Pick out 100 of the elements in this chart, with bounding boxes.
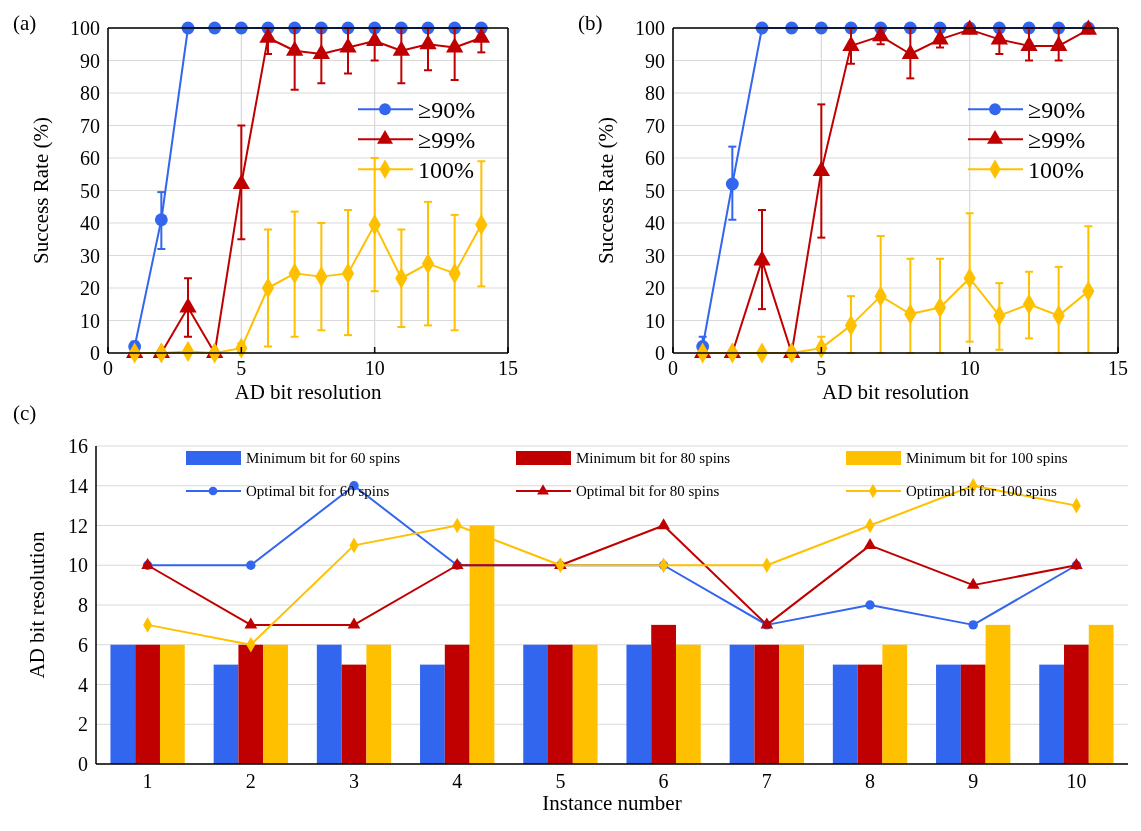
x-tick-label: 5 xyxy=(555,770,566,792)
text: (a) xyxy=(13,11,37,35)
bar xyxy=(366,644,392,764)
bar xyxy=(936,664,961,764)
bar xyxy=(729,644,755,764)
y-tick-label: 10 xyxy=(68,554,88,577)
y-tick-label: 0 xyxy=(655,342,665,364)
legend-label: Minimum bit for 80 spins xyxy=(576,450,731,467)
y-tick-label: 70 xyxy=(645,114,665,137)
point xyxy=(966,577,980,589)
bar xyxy=(110,644,136,764)
legend-label: 100% xyxy=(418,156,474,183)
y-tick-label: 10 xyxy=(645,309,665,332)
y-tick-label: 100 xyxy=(635,17,665,39)
bar xyxy=(135,644,160,764)
x-tick-label: 10 xyxy=(1066,770,1087,792)
x-tick-label: 8 xyxy=(865,770,875,792)
y-tick-label: 20 xyxy=(80,277,100,299)
y-tick-label: 12 xyxy=(68,514,88,537)
point xyxy=(725,177,739,191)
legend-label: ≥90% xyxy=(1028,96,1086,123)
x-axis-title: AD bit resolution xyxy=(822,380,970,404)
x-tick-label: 7 xyxy=(761,770,772,792)
y-tick-label: 0 xyxy=(78,753,88,775)
text: (b) xyxy=(578,11,603,35)
bar xyxy=(960,664,986,764)
y-tick-label: 6 xyxy=(78,633,88,656)
x-tick-label: 9 xyxy=(968,770,979,792)
bar xyxy=(626,644,652,764)
y-tick-label: 16 xyxy=(68,435,88,457)
bar xyxy=(985,624,1011,764)
y-tick-label: 90 xyxy=(80,49,100,72)
x-tick-label: 3 xyxy=(349,770,359,792)
x-tick-label: 2 xyxy=(245,770,256,792)
bar xyxy=(263,644,288,764)
x-tick-label: 10 xyxy=(364,357,385,379)
bar xyxy=(675,644,701,764)
x-tick-label: 15 xyxy=(498,357,518,379)
bar xyxy=(420,664,445,764)
y-tick-label: 100 xyxy=(70,17,100,39)
point xyxy=(968,620,978,630)
x-tick-label: 5 xyxy=(816,357,827,379)
legend-label: Minimum bit for 100 spins xyxy=(906,450,1068,467)
point xyxy=(154,213,168,227)
y-tick-label: 0 xyxy=(90,342,100,364)
legend-label: 100% xyxy=(1028,156,1084,183)
bar xyxy=(832,664,858,764)
bar xyxy=(213,664,239,764)
legend-label: Optimal bit for 80 spins xyxy=(576,483,720,500)
bar xyxy=(1039,664,1065,764)
bar xyxy=(857,664,883,764)
x-tick-label: 1 xyxy=(142,770,153,792)
x-axis-title: Instance number xyxy=(542,791,682,815)
x-tick-label: 5 xyxy=(236,357,247,379)
y-tick-label: 60 xyxy=(80,147,100,169)
point xyxy=(872,26,890,42)
bar xyxy=(341,664,367,764)
bar xyxy=(523,644,549,764)
bar xyxy=(1064,644,1089,764)
bar xyxy=(572,644,598,764)
point xyxy=(347,617,361,629)
legend-label: ≥99% xyxy=(1028,126,1086,153)
y-tick-label: 30 xyxy=(80,244,100,267)
legend-label: ≥99% xyxy=(418,126,476,153)
point xyxy=(246,560,256,570)
legend-label: Minimum bit for 60 spins xyxy=(246,450,401,467)
y-tick-label: 60 xyxy=(645,147,665,169)
point xyxy=(865,600,875,610)
bar xyxy=(754,644,780,764)
bar xyxy=(548,644,573,764)
bar xyxy=(316,644,342,764)
y-tick-label: 2 xyxy=(78,713,88,736)
bar xyxy=(1088,624,1114,764)
y-tick-label: 80 xyxy=(80,82,100,104)
y-axis-title: AD bit resolution xyxy=(25,531,49,679)
x-tick-label: 15 xyxy=(1108,357,1128,379)
y-tick-label: 80 xyxy=(645,82,665,104)
y-tick-label: 14 xyxy=(68,474,88,497)
bar xyxy=(651,624,676,764)
y-tick-label: 40 xyxy=(645,212,665,234)
y-tick-label: 30 xyxy=(645,244,665,267)
point xyxy=(657,518,670,530)
legend-label: ≥90% xyxy=(418,96,476,123)
y-tick-label: 8 xyxy=(78,594,88,616)
x-tick-label: 10 xyxy=(959,357,980,379)
x-tick-label: 4 xyxy=(452,770,463,792)
point xyxy=(244,617,258,629)
y-axis-title: Success Rate (%) xyxy=(29,117,53,264)
bar xyxy=(238,644,264,764)
y-tick-label: 50 xyxy=(645,179,665,202)
text: (c) xyxy=(13,401,37,425)
y-tick-label: 40 xyxy=(80,212,100,234)
bar xyxy=(159,644,185,764)
y-tick-label: 10 xyxy=(80,309,100,332)
y-tick-label: 70 xyxy=(80,114,100,137)
y-axis-title: Success Rate (%) xyxy=(594,117,618,264)
y-tick-label: 4 xyxy=(78,673,88,696)
y-tick-label: 90 xyxy=(645,49,665,72)
point xyxy=(863,538,877,550)
y-tick-label: 20 xyxy=(645,277,665,299)
